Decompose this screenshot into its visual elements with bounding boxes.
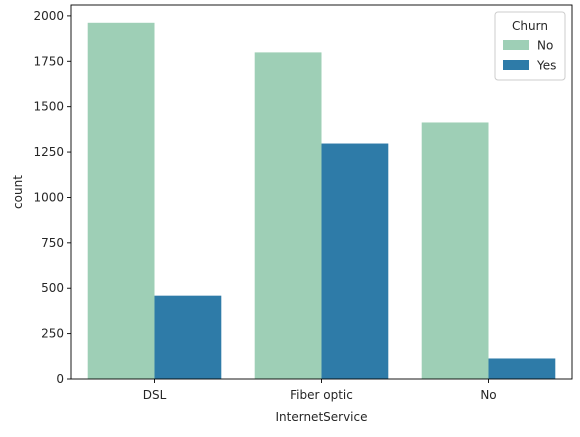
legend-swatch-no — [503, 40, 529, 50]
x-tick-label: No — [480, 388, 496, 402]
legend-title: Churn — [512, 19, 548, 33]
bar-fiber-optic-yes — [321, 143, 389, 379]
y-tick-label: 1500 — [33, 100, 64, 114]
x-axis-label: InternetService — [276, 410, 368, 424]
legend-label-yes: Yes — [536, 59, 556, 73]
y-tick-label: 1750 — [33, 54, 64, 68]
bar-dsl-no — [87, 22, 155, 379]
x-tick-label: DSL — [143, 388, 167, 402]
y-tick-label: 500 — [41, 281, 64, 295]
y-tick-label: 2000 — [33, 9, 64, 23]
y-tick-label: 1000 — [33, 190, 64, 204]
x-tick-label: Fiber optic — [290, 388, 353, 402]
bar-no-no — [421, 122, 489, 379]
y-tick-label: 250 — [41, 327, 64, 341]
y-tick-label: 1250 — [33, 145, 64, 159]
y-tick-label: 750 — [41, 236, 64, 250]
y-tick-label: 0 — [56, 372, 64, 386]
y-axis-label: count — [11, 175, 25, 209]
legend-label-no: No — [537, 39, 553, 53]
bar-no-yes — [488, 358, 556, 379]
bar-dsl-yes — [154, 295, 222, 379]
legend: Churn No Yes — [494, 11, 566, 81]
bar-fiber-optic-no — [254, 52, 322, 379]
axes-layer: 0 250 500 750 1000 1250 1500 1750 2000 DSL Fiber o… — [33, 4, 573, 402]
legend-swatch-yes — [503, 60, 529, 70]
bars-layer — [87, 22, 556, 379]
